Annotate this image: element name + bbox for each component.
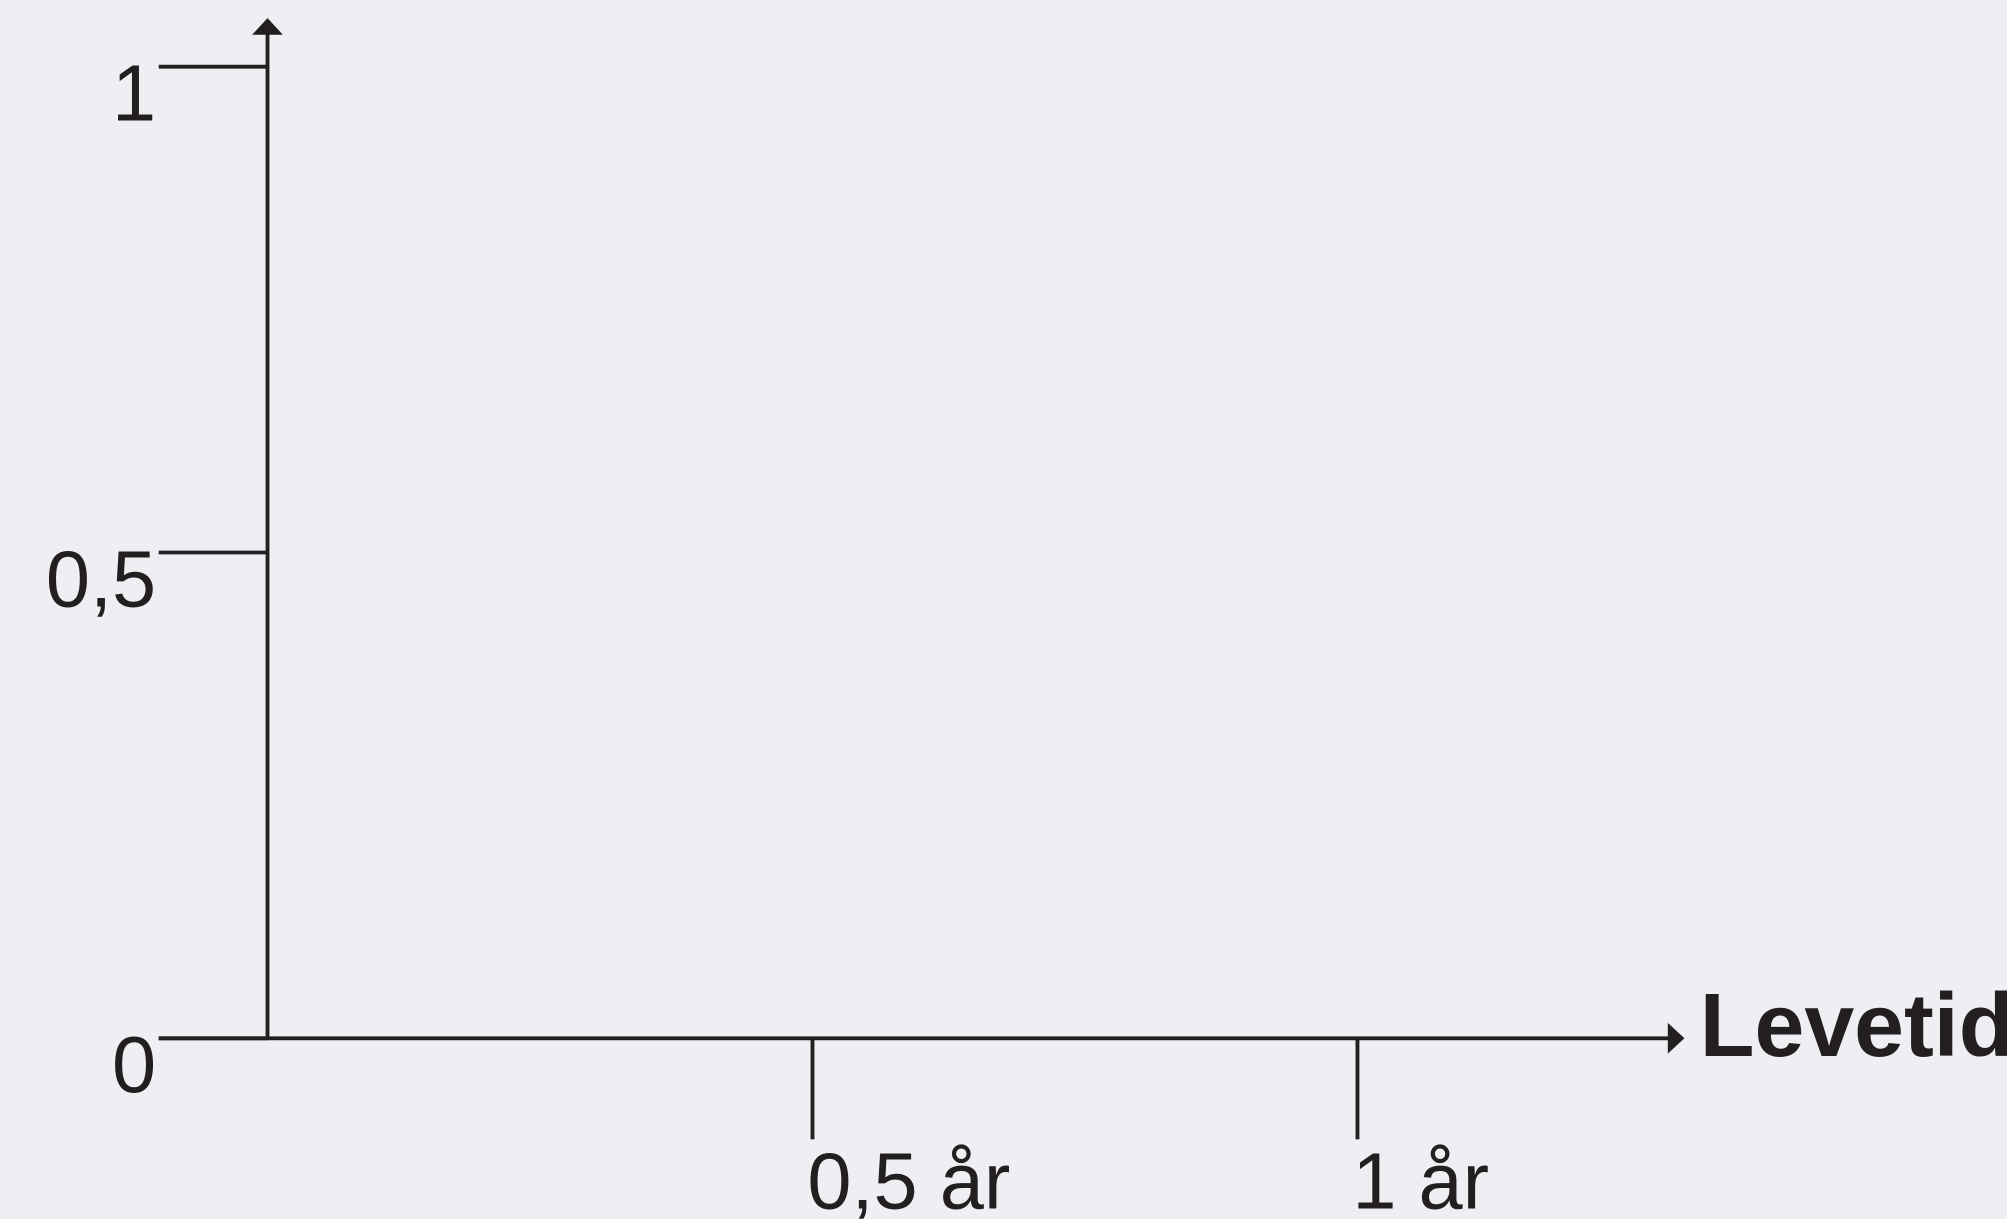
y-tick-label: 0	[112, 1020, 156, 1109]
y-axis-arrow	[252, 18, 283, 35]
x-tick-label: 0,5 år	[807, 1137, 1010, 1219]
x-axis-label: Levetid	[1700, 975, 2007, 1075]
y-tick-label: 1	[112, 48, 156, 137]
x-axis-arrow	[1667, 1022, 1685, 1054]
x-tick-label: 1 år	[1352, 1137, 1489, 1219]
y-tick-label: 0,5	[46, 534, 156, 623]
